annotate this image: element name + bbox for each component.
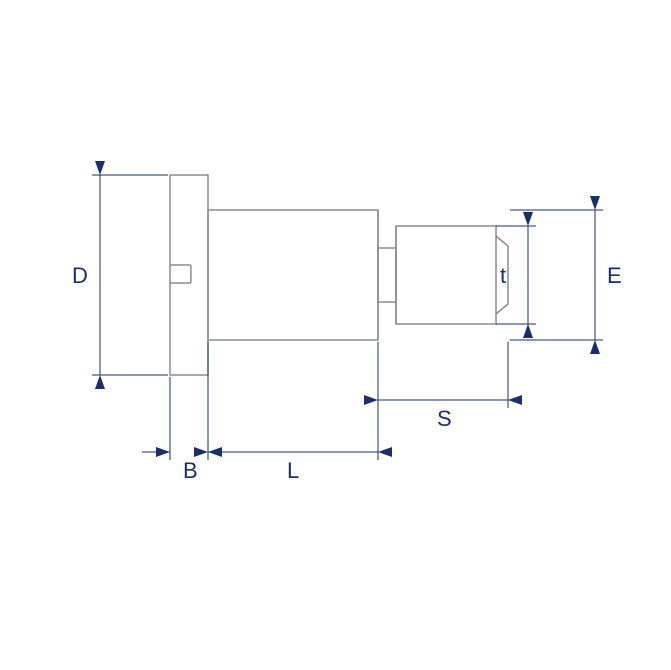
arrowhead xyxy=(590,196,600,210)
arrowhead xyxy=(508,395,522,405)
dimension-label-E: E xyxy=(607,263,622,288)
arrowhead xyxy=(95,375,105,389)
arrowhead xyxy=(194,447,208,457)
screw-neck xyxy=(378,248,396,302)
screw-head xyxy=(170,175,208,375)
screw-shoulder xyxy=(208,210,378,340)
screw-thread xyxy=(396,226,496,324)
dimension-label-S: S xyxy=(437,406,452,431)
arrowhead xyxy=(523,212,533,226)
dimension-label-t: t xyxy=(500,263,506,288)
dimension-label-D: D xyxy=(72,263,88,288)
dimension-label-L: L xyxy=(287,458,299,483)
dimension-label-B: B xyxy=(183,458,198,483)
arrowhead xyxy=(156,447,170,457)
arrowhead xyxy=(95,161,105,175)
arrowhead xyxy=(378,447,392,457)
arrowhead xyxy=(590,340,600,354)
arrowhead xyxy=(523,324,533,338)
arrowhead xyxy=(364,395,378,405)
